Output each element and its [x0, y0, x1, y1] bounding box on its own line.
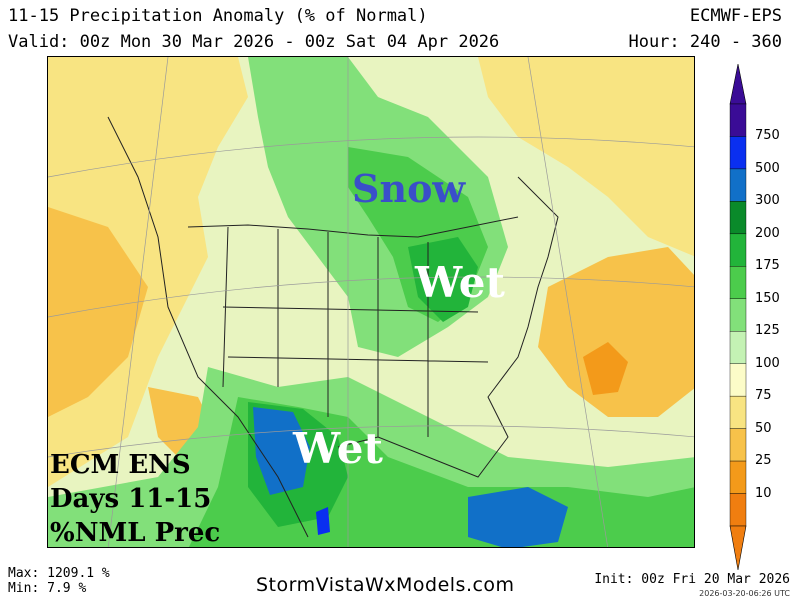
- wet-label-midwest: Wet: [415, 258, 505, 307]
- legend-swatch: [729, 363, 747, 397]
- color-legend: 750 500 300 200 175 150 125 100 75 50 25 10: [728, 64, 788, 574]
- legend-level-label: 750: [755, 128, 780, 144]
- max-value: Max: 1209.1 %: [8, 566, 110, 581]
- legend-swatch: [729, 460, 747, 494]
- legend-swatch: [729, 428, 747, 462]
- caption-line: Days 11-15: [50, 484, 212, 514]
- legend-level-label: 75: [755, 388, 772, 404]
- heavy-spot-south: [316, 507, 330, 535]
- legend-level-label: 150: [755, 290, 780, 306]
- legend-level-label: 175: [755, 258, 780, 274]
- valid-period: Valid: 00z Mon 30 Mar 2026 - 00z Sat 04 …: [8, 32, 500, 52]
- legend-swatch: [729, 233, 747, 267]
- legend-swatch: [729, 136, 747, 170]
- legend-swatch: [729, 298, 747, 332]
- init-time: Init: 00z Fri 20 Mar 2026: [594, 572, 790, 587]
- dry-zone-pacific: [48, 207, 148, 417]
- country-border: [187, 216, 519, 238]
- wet-label-texas: Wet: [293, 424, 383, 473]
- legend-bottom-arrow: [729, 525, 747, 571]
- legend-level-label: 200: [755, 225, 780, 241]
- legend-swatch: [729, 168, 747, 202]
- legend-colorbar: [729, 64, 747, 571]
- dry-zone-northeast: [478, 57, 694, 257]
- caption-line: %NML Prec: [50, 518, 221, 548]
- legend-swatch: [729, 266, 747, 299]
- legend-level-label: 25: [755, 453, 772, 469]
- legend-top-arrow: [729, 64, 747, 105]
- caption-line: ECM ENS: [50, 450, 191, 480]
- dry-zone-atlantic: [538, 247, 694, 417]
- legend-level-label: 500: [755, 160, 780, 176]
- legend-swatch: [729, 331, 747, 364]
- legend-swatch: [729, 493, 747, 527]
- legend-swatch: [729, 395, 747, 429]
- legend-level-label: 100: [755, 355, 780, 371]
- map-grid: [48, 57, 694, 547]
- coastline-west: [107, 116, 309, 538]
- legend-level-label: 300: [755, 193, 780, 209]
- coastline-east: [337, 176, 559, 478]
- precipitation-map: [47, 56, 695, 548]
- snow-label: Snow: [352, 166, 466, 211]
- heavy-zone-texas: [253, 407, 310, 495]
- wet-zone-greatlakes: [408, 237, 478, 322]
- website-link[interactable]: StormVistaWxModels.com: [256, 574, 515, 596]
- model-name: ECMWF-EPS: [689, 6, 782, 26]
- legend-swatch: [729, 103, 747, 137]
- legend-swatch: [729, 201, 747, 235]
- legend-level-label: 125: [755, 323, 780, 339]
- forecast-hour: Hour: 240 - 360: [628, 32, 782, 52]
- legend-level-label: 50: [755, 420, 772, 436]
- map-title: 11-15 Precipitation Anomaly (% of Normal…: [8, 6, 428, 26]
- heavy-zone-south: [468, 487, 568, 547]
- legend-level-label: 10: [755, 485, 772, 501]
- dry-core-atlantic: [583, 342, 628, 395]
- state-lines: [222, 226, 489, 437]
- generated-timestamp: 2026-03-20-06:26 UTC: [699, 589, 790, 598]
- min-value: Min: 7.9 %: [8, 581, 87, 596]
- map-caption: ECM ENS Days 11-15 %NML Prec: [50, 448, 220, 550]
